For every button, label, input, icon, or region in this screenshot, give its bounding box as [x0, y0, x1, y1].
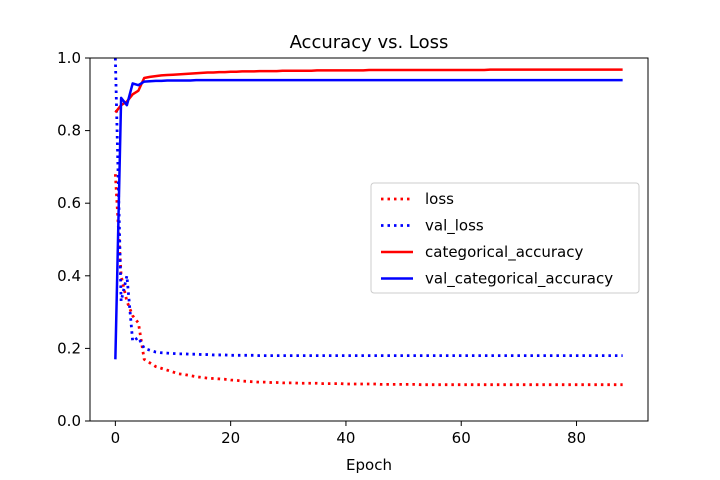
y-tick-label: 0.6	[57, 194, 81, 212]
y-tick-label: 0.0	[57, 412, 81, 430]
x-tick-label: 40	[336, 429, 355, 447]
legend: loss val_loss categorical_accuracy val_cate…	[370, 182, 640, 294]
y-tick-label: 0.4	[57, 267, 81, 285]
y-tick-label: 0.2	[57, 339, 81, 357]
chart-title: Accuracy vs. Loss	[290, 32, 449, 53]
plot-frame	[89, 57, 649, 422]
y-tick-label: 0.8	[57, 122, 81, 140]
series-line-val-loss	[113, 57, 623, 358]
x-tick-label: 80	[567, 429, 586, 447]
y-tick-label: 1.0	[57, 49, 81, 67]
ticks-layer: 0 20 40 60 80 0.0 0.2 0.4 0.6 0.8 1.0	[57, 49, 586, 447]
x-tick-label: 20	[221, 429, 240, 447]
series-layer	[113, 57, 623, 387]
x-tick-label: 60	[452, 429, 471, 447]
legend-label: loss	[425, 190, 454, 208]
legend-label: val_loss	[425, 217, 484, 236]
series-line-loss	[113, 174, 623, 387]
legend-label: val_categorical_accuracy	[425, 270, 613, 289]
legend-label: categorical_accuracy	[425, 243, 583, 262]
x-axis-label: Epoch	[346, 456, 392, 474]
series-line-val-categorical-accuracy	[114, 78, 623, 360]
series-line-categorical-accuracy	[114, 68, 623, 114]
legend-box	[370, 182, 640, 294]
x-tick-label: 0	[111, 429, 121, 447]
